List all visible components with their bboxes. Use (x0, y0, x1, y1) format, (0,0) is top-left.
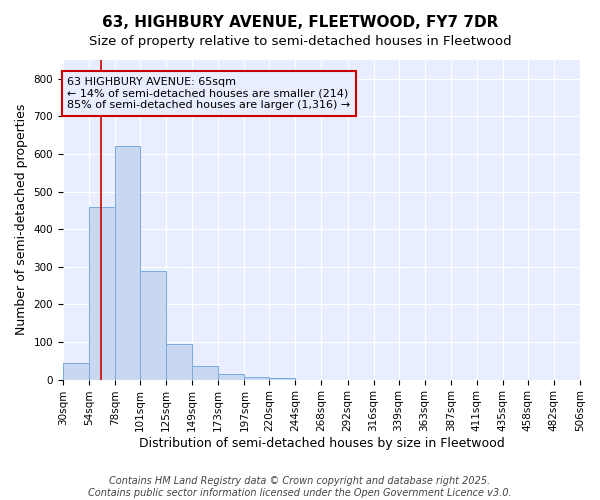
Bar (115, 146, 140, 380)
Text: 63 HIGHBURY AVENUE: 65sqm
← 14% of semi-detached houses are smaller (214)
85% of: 63 HIGHBURY AVENUE: 65sqm ← 14% of semi-… (67, 77, 350, 110)
Bar (269, 378, 295, 380)
Bar (166, 344, 192, 380)
Bar (192, 366, 218, 380)
Bar (218, 374, 244, 380)
Text: 63, HIGHBURY AVENUE, FLEETWOOD, FY7 7DR: 63, HIGHBURY AVENUE, FLEETWOOD, FY7 7DR (102, 15, 498, 30)
Bar (244, 376, 269, 380)
Text: Size of property relative to semi-detached houses in Fleetwood: Size of property relative to semi-detach… (89, 35, 511, 48)
Bar (140, 270, 166, 380)
Y-axis label: Number of semi-detached properties: Number of semi-detached properties (15, 104, 28, 336)
Bar (89, 206, 115, 380)
X-axis label: Distribution of semi-detached houses by size in Fleetwood: Distribution of semi-detached houses by … (139, 437, 505, 450)
Text: Contains HM Land Registry data © Crown copyright and database right 2025.
Contai: Contains HM Land Registry data © Crown c… (88, 476, 512, 498)
Bar (63, 362, 89, 380)
